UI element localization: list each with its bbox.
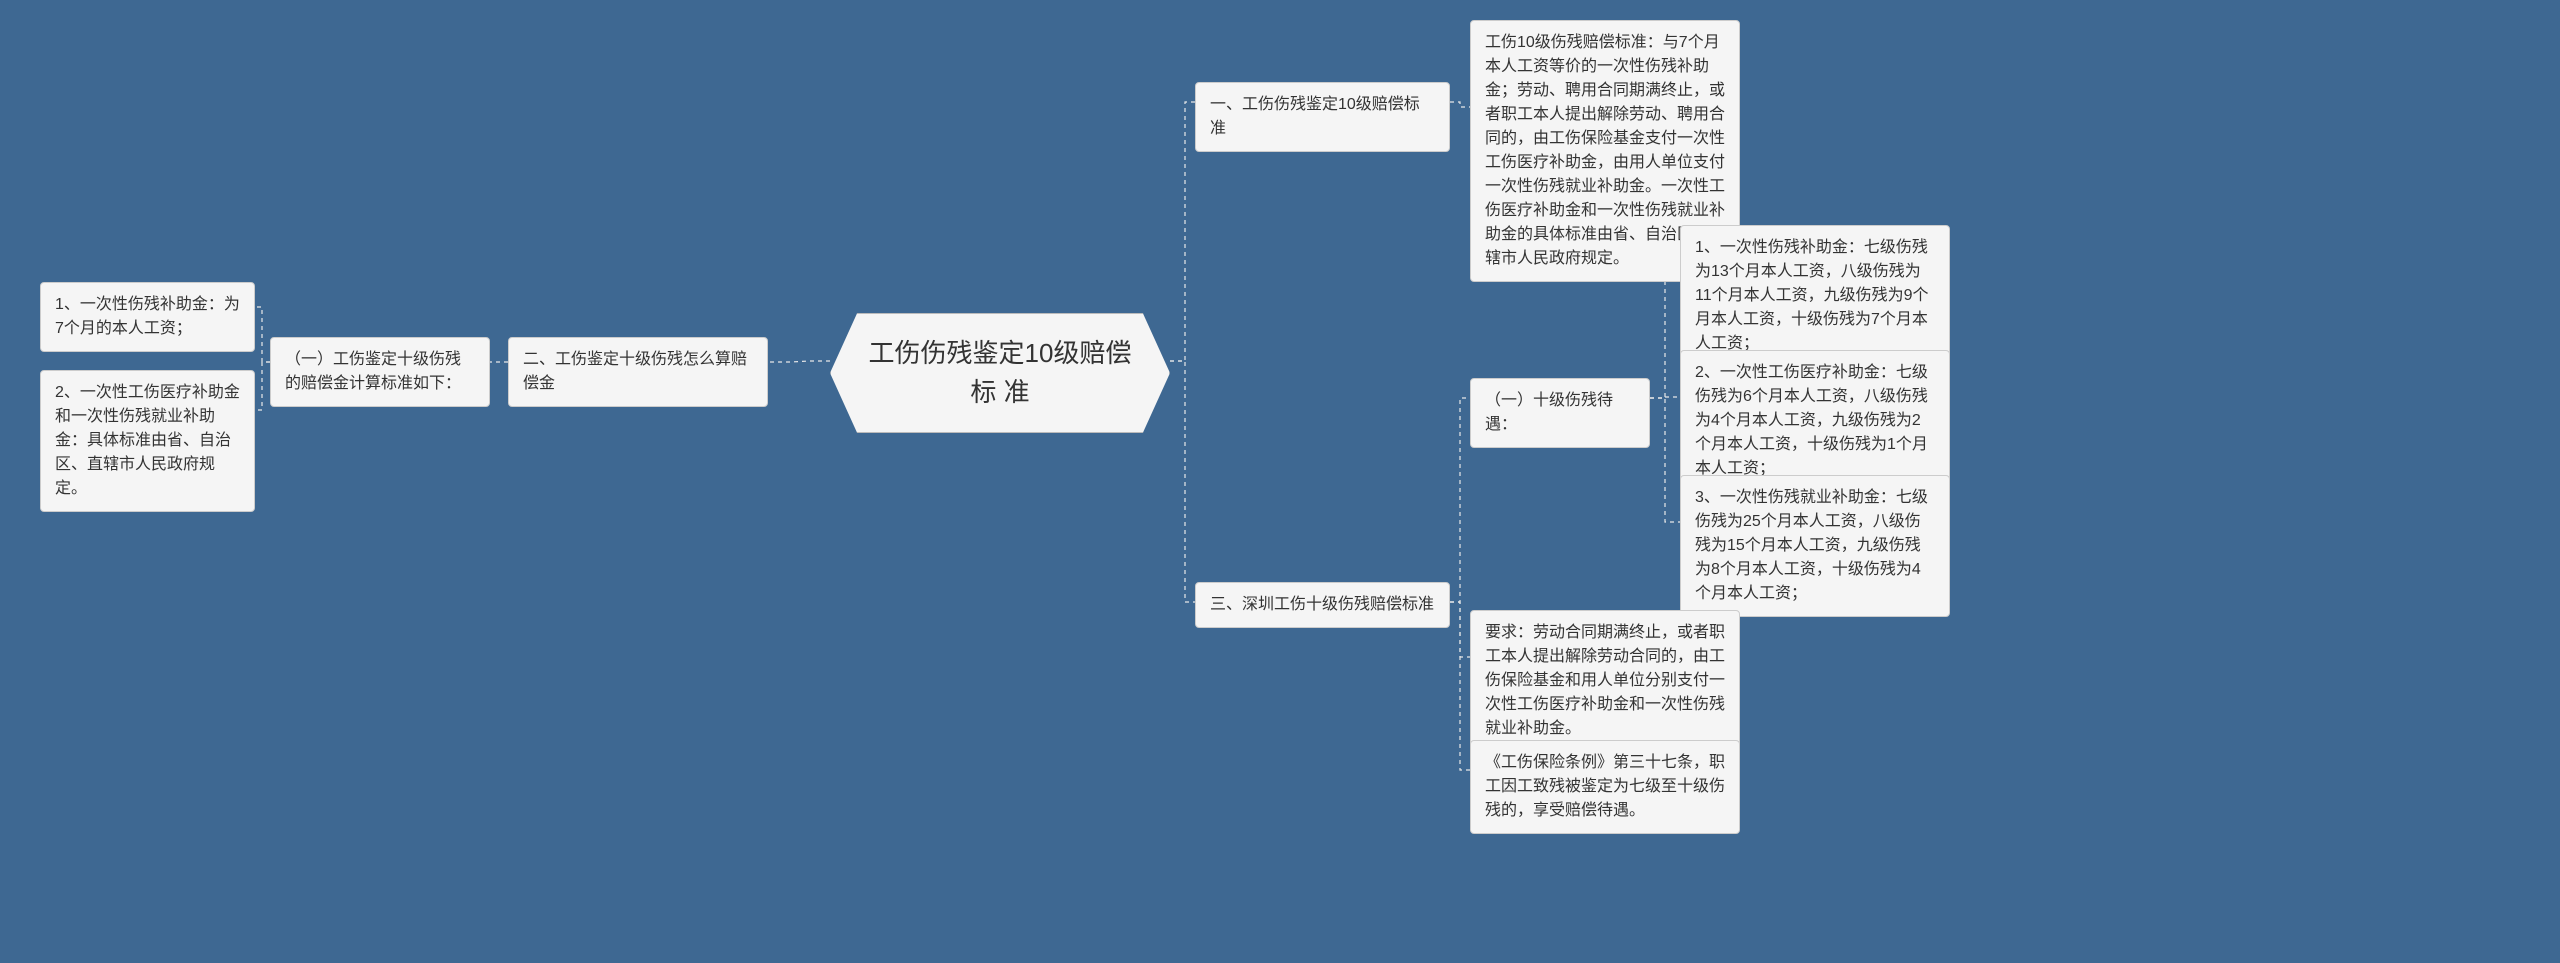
branch-3-child-1-leaf-3: 3、一次性伤残就业补助金：七级伤残为25个月本人工资，八级伤残为15个月本人工资… <box>1680 475 1950 617</box>
root-node: 工伤伤残鉴定10级赔偿标 准 <box>830 313 1170 433</box>
branch-3-child-1-leaf-1: 1、一次性伤残补助金：七级伤残为13个月本人工资，八级伤残为11个月本人工资，九… <box>1680 225 1950 367</box>
branch-3-child-1-leaf-2: 2、一次性工伤医疗补助金：七级伤残为6个月本人工资，八级伤残为4个月本人工资，九… <box>1680 350 1950 492</box>
connector <box>1450 102 1470 107</box>
branch-3-child-1: （一）十级伤残待遇： <box>1470 378 1650 448</box>
branch-2-child-1: （一）工伤鉴定十级伤残的赔偿金计算标准如下： <box>270 337 490 407</box>
connector <box>255 362 270 410</box>
branch-2-leaf-1: 1、一次性伤残补助金：为7个月的本人工资； <box>40 282 255 352</box>
branch-1: 一、工伤伤残鉴定10级赔偿标准 <box>1195 82 1450 152</box>
connector <box>255 307 270 362</box>
connector <box>1650 397 1680 398</box>
connector <box>1450 602 1470 657</box>
branch-2: 二、工伤鉴定十级伤残怎么算赔偿金 <box>508 337 768 407</box>
branch-2-leaf-2: 2、一次性工伤医疗补助金和一次性伤残就业补助金：具体标准由省、自治区、直辖市人民… <box>40 370 255 512</box>
connector <box>1170 361 1195 602</box>
connector <box>1650 272 1680 398</box>
branch-3: 三、深圳工伤十级伤残赔偿标准 <box>1195 582 1450 628</box>
connector <box>1170 102 1195 361</box>
connector <box>1450 602 1470 770</box>
connector <box>768 361 830 362</box>
connector <box>1450 398 1470 602</box>
branch-3-leaf-2: 要求：劳动合同期满终止，或者职工本人提出解除劳动合同的，由工伤保险基金和用人单位… <box>1470 610 1740 752</box>
connector <box>1650 398 1680 522</box>
branch-3-leaf-3: 《工伤保险条例》第三十七条，职工因工致残被鉴定为七级至十级伤残的，享受赔偿待遇。 <box>1470 740 1740 834</box>
